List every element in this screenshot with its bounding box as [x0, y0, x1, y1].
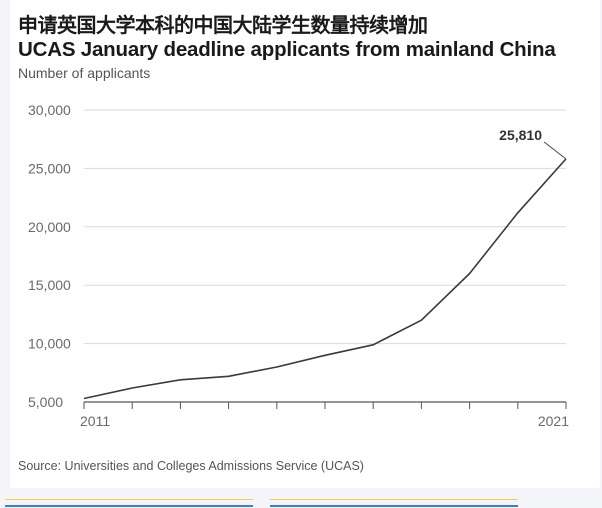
- y-tick-label: 5,000: [28, 394, 63, 410]
- x-axis-labels: 2011 2021: [80, 413, 569, 429]
- y-tick-label: 10,000: [28, 336, 71, 352]
- decorative-divider-yellow-right: [270, 499, 518, 500]
- decorative-divider-blue-right: [270, 505, 518, 507]
- y-tick-label: 15,000: [28, 277, 71, 293]
- annotations: 25,810: [499, 127, 567, 160]
- chart-card: [10, 0, 600, 488]
- applicants-line: [83, 158, 567, 400]
- decorative-divider-yellow-left: [5, 499, 253, 500]
- x-tick-label-end: 2021: [538, 413, 569, 429]
- chart-title: UCAS January deadline applicants from ma…: [18, 38, 556, 61]
- x-tick-label-start: 2011: [80, 413, 110, 429]
- y-tick-label: 25,000: [28, 160, 71, 176]
- chart-title-chinese: 申请英国大学本科的中国大陆学生数量持续增加: [18, 13, 428, 37]
- source-note: Source: Universities and Colleges Admiss…: [18, 459, 364, 473]
- y-tick-label: 30,000: [28, 102, 71, 118]
- annotation-leader-line: [543, 141, 567, 160]
- x-axis: [83, 401, 567, 409]
- y-axis-labels: 5,000 10,000 15,000 20,000 25,000 30,000: [28, 102, 71, 410]
- annotation-label: 25,810: [499, 127, 542, 143]
- decorative-divider-blue-left: [5, 505, 253, 507]
- gridlines: [84, 109, 566, 345]
- y-tick-label: 20,000: [28, 219, 71, 235]
- chart-subtitle: Number of applicants: [18, 65, 151, 81]
